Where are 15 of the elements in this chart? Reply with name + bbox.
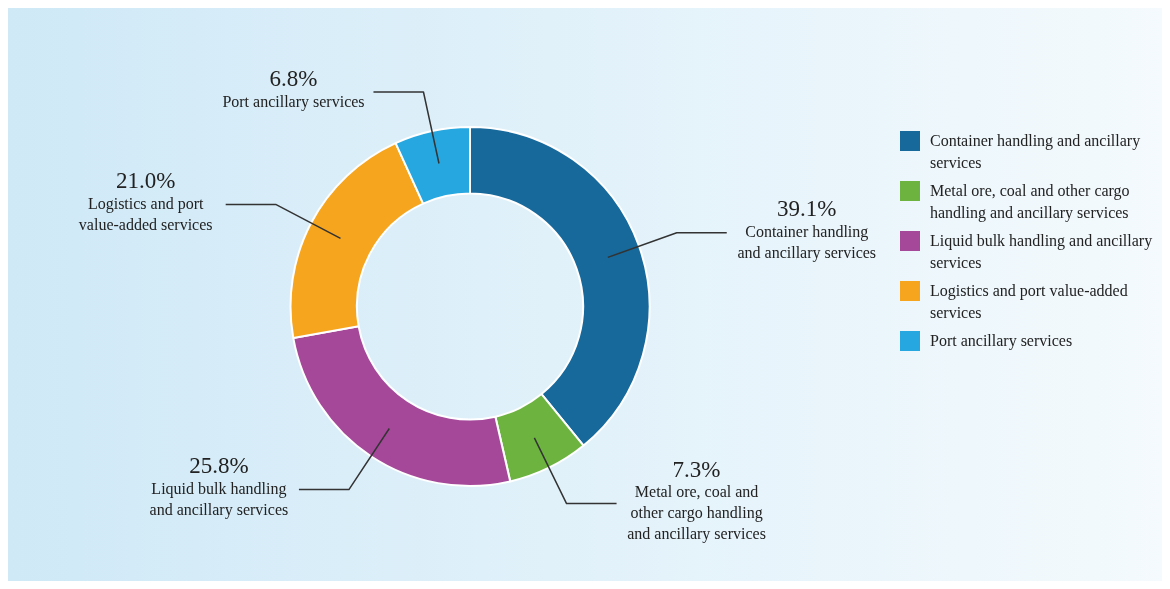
data-label: 6.8% [269, 66, 318, 92]
data-label: 25.8% [189, 453, 249, 479]
data-label: 7.3% [672, 456, 721, 482]
slice-label: Logistics and port value-added services [78, 194, 213, 233]
slice-label: Metal ore, coal and other cargo handling and ancillary services [627, 483, 766, 544]
legend-label: Metal ore, coal and other cargo handling and ancillary services [930, 181, 1131, 224]
legend-label: Container handling and ancillary services [930, 131, 1142, 173]
legend-label: Logistics and port value-added services [930, 281, 1129, 323]
data-label: 39.1% [777, 196, 837, 222]
slice-label: Liquid bulk handling and ancillary services [149, 479, 289, 519]
legend-label: Liquid bulk handling and ancillary services [930, 231, 1154, 273]
slice-label: Port ancillary services [222, 92, 365, 111]
legend-label: Port ancillary services [930, 331, 1073, 352]
data-label: 21.0% [115, 167, 176, 193]
slice-label: Container handling and ancillary services [737, 223, 877, 262]
